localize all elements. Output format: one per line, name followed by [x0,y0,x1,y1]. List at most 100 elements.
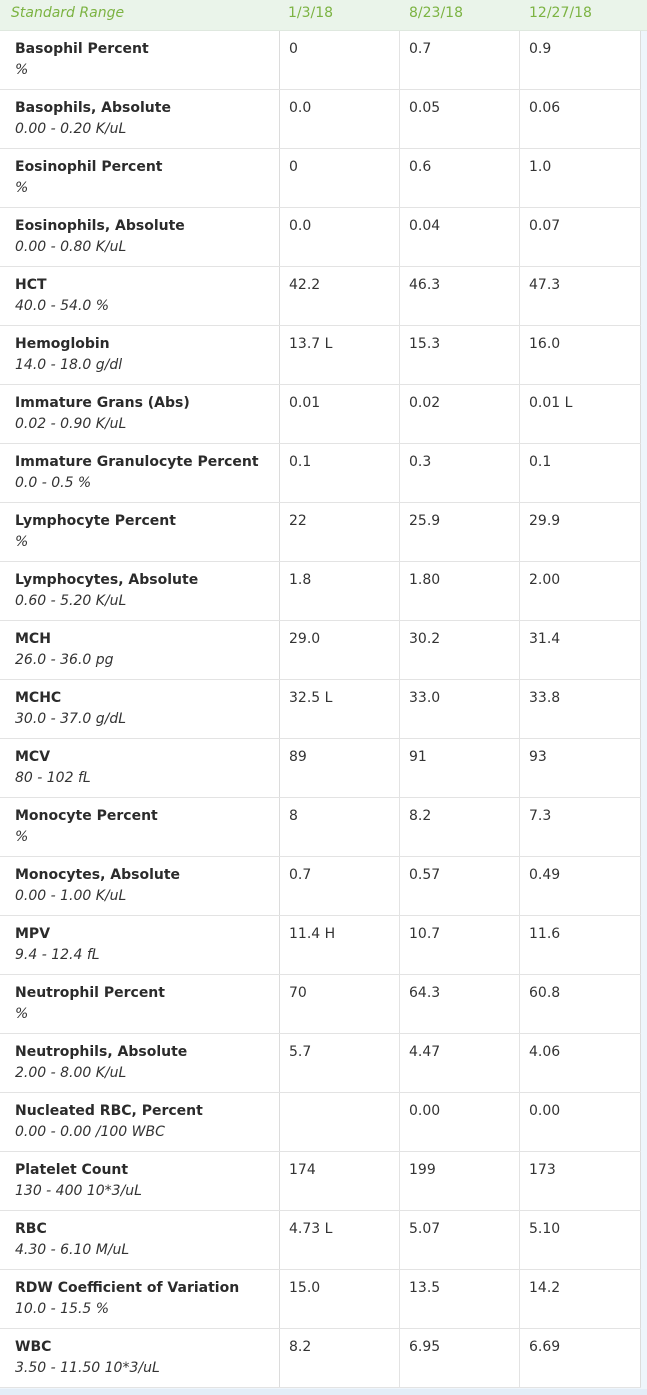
test-name: MCV [15,749,51,765]
result-value: 47.3 [529,277,561,293]
result-value: 5.7 [289,1044,312,1060]
standard-range: 0.0 - 0.5 % [15,475,92,491]
table-row: Immature Granulocyte Percent 0.0 - 0.5 % 0… [0,444,641,503]
standard-range: 14.0 - 18.0 g/dl [15,357,123,373]
test-name: Eosinophil Percent [15,159,163,175]
result-cell-date-3: 0.1 [520,444,641,502]
result-cell-date-1: 32.5 L [280,680,400,738]
result-value: 33.8 [529,690,561,706]
result-value: 0 [289,159,298,175]
result-cell-date-2: 64.3 [400,975,520,1033]
result-value: 14.2 [529,1280,561,1296]
standard-range: 0.02 - 0.90 K/uL [15,416,127,432]
table-header: Standard Range 1/3/18 8/23/18 12/27/18 [0,0,647,31]
result-cell-date-1: 0 [280,149,400,207]
test-name: Basophil Percent [15,41,149,57]
standard-range: 9.4 - 12.4 fL [15,947,100,963]
result-value: 0 [289,41,298,57]
result-value: 11.6 [529,926,561,942]
result-value: 33.0 [409,690,441,706]
test-label-cell: Monocytes, Absolute 0.00 - 1.00 K/uL [0,857,280,915]
result-value: 0.0 [289,218,312,234]
result-cell-date-2: 0.57 [400,857,520,915]
result-value: 0.07 [529,218,561,234]
standard-range: % [15,1006,29,1022]
result-value: 42.2 [289,277,321,293]
table-row: MPV 9.4 - 12.4 fL 11.4 H 10.7 11.6 [0,916,641,975]
table-row: Nucleated RBC, Percent 0.00 - 0.00 /100 W… [0,1093,641,1152]
result-cell-date-2: 6.95 [400,1329,520,1387]
header-date-2: 8/23/18 [409,5,463,21]
test-name: WBC [15,1339,52,1355]
table-row: MCHC 30.0 - 37.0 g/dL 32.5 L 33.0 33.8 [0,680,641,739]
result-cell-date-3: 0.01 L [520,385,641,443]
test-label-cell: Eosinophil Percent% [0,149,280,207]
table-row: Monocyte Percent% 8 8.2 7.3 [0,798,641,857]
standard-range: % [15,180,29,196]
table-row: MCH 26.0 - 36.0 pg 29.0 30.2 31.4 [0,621,641,680]
result-value: 0.1 [529,454,552,470]
result-value: 0.49 [529,867,561,883]
result-cell-date-2: 91 [400,739,520,797]
result-value: 32.5 L [289,690,333,706]
header-date-1: 1/3/18 [288,5,334,21]
test-label-cell: MCH 26.0 - 36.0 pg [0,621,280,679]
header-standard-range: Standard Range [11,5,125,21]
result-value: 22 [289,513,307,529]
result-value: 174 [289,1162,316,1178]
result-cell-date-3: 0.06 [520,90,641,148]
result-value: 4.73 L [289,1221,333,1237]
test-label-cell: Neutrophils, Absolute 2.00 - 8.00 K/uL [0,1034,280,1092]
result-cell-date-2: 4.47 [400,1034,520,1092]
result-cell-date-2: 0.00 [400,1093,520,1151]
result-cell-date-3: 16.0 [520,326,641,384]
result-value: 0.9 [529,41,552,57]
result-value: 173 [529,1162,556,1178]
standard-range: 10.0 - 15.5 % [15,1301,110,1317]
standard-range: 40.0 - 54.0 % [15,298,110,314]
result-cell-date-3: 0.07 [520,208,641,266]
table-body: Basophil Percent% 0 0.7 0.9 Basophils, Absol… [0,31,641,1388]
result-value: 0.01 L [529,395,573,411]
result-value: 0.05 [409,100,441,116]
result-cell-date-2: 5.07 [400,1211,520,1269]
result-cell-date-3: 1.0 [520,149,641,207]
standard-range: 0.00 - 1.00 K/uL [15,888,127,904]
result-cell-date-3: 0.9 [520,31,641,89]
test-label-cell: RDW Coefficient of Variation 10.0 - 15.5 … [0,1270,280,1328]
result-value: 8.2 [409,808,432,824]
standard-range: 2.00 - 8.00 K/uL [15,1065,127,1081]
result-cell-date-3: 4.06 [520,1034,641,1092]
test-label-cell: WBC 3.50 - 11.50 10*3/uL [0,1329,280,1387]
result-value: 0.01 [289,395,321,411]
standard-range: % [15,62,29,78]
result-cell-date-3: 93 [520,739,641,797]
result-cell-date-1: 0 [280,31,400,89]
result-cell-date-1: 42.2 [280,267,400,325]
table-row: Hemoglobin 14.0 - 18.0 g/dl 13.7 L 15.3 16.0 [0,326,641,385]
table-row: MCV 80 - 102 fL 89 91 93 [0,739,641,798]
standard-range: 3.50 - 11.50 10*3/uL [15,1360,160,1376]
result-value: 4.06 [529,1044,561,1060]
result-cell-date-3: 60.8 [520,975,641,1033]
result-value: 4.47 [409,1044,441,1060]
result-cell-date-1: 0.0 [280,90,400,148]
standard-range: 4.30 - 6.10 M/uL [15,1242,130,1258]
test-name: MCH [15,631,51,647]
result-cell-date-1: 89 [280,739,400,797]
result-value: 0.1 [289,454,312,470]
test-name: Neutrophil Percent [15,985,165,1001]
test-label-cell: Immature Granulocyte Percent 0.0 - 0.5 % [0,444,280,502]
test-name: Hemoglobin [15,336,110,352]
result-cell-date-3: 14.2 [520,1270,641,1328]
test-name: Basophils, Absolute [15,100,171,116]
test-name: Lymphocytes, Absolute [15,572,199,588]
result-cell-date-2: 0.6 [400,149,520,207]
test-name: Platelet Count [15,1162,129,1178]
standard-range: 0.00 - 0.20 K/uL [15,121,127,137]
test-label-cell: MCHC 30.0 - 37.0 g/dL [0,680,280,738]
result-value: 10.7 [409,926,441,942]
result-cell-date-2: 0.7 [400,31,520,89]
result-cell-date-1: 4.73 L [280,1211,400,1269]
table-row: Eosinophils, Absolute 0.00 - 0.80 K/uL 0.0… [0,208,641,267]
